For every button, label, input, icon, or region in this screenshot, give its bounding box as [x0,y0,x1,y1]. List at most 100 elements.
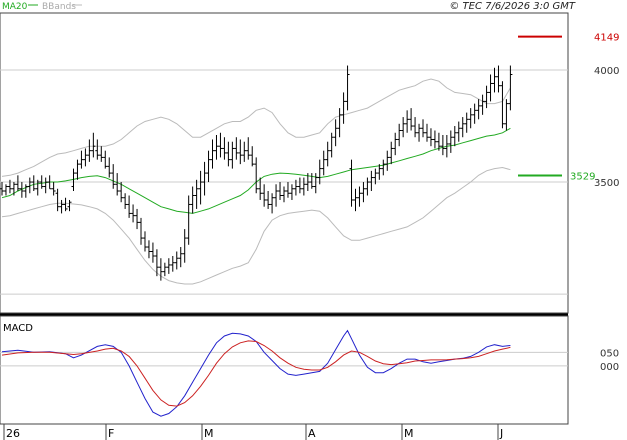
ohlc-bar [369,170,374,192]
macd-tick-label: 000 [600,362,619,373]
ohlc-bar [103,150,108,169]
ohlc-bar [186,195,191,245]
ohlc-bar [413,117,418,138]
price-tick-label: 4000 [594,66,619,77]
ohlc-bar [436,132,441,151]
ohlc-bar [424,123,429,142]
ohlc-bar [19,182,24,198]
ohlc-bar [242,141,247,162]
ohlc-bar [484,85,489,109]
ohlc-bar [297,177,302,194]
ohlc-bar [135,208,140,230]
price-tick-label: 3500 [594,178,619,189]
ohlc-bar [289,184,294,200]
ohlc-bar [333,119,338,147]
ohlc-bar [421,119,426,138]
price-y-axis: 4000 3500 [594,66,619,189]
ohlc-bar [71,168,76,192]
ohlc-bar [285,182,290,198]
ohlc-bar [417,123,422,142]
ohlc-bar [67,199,72,212]
ohlc-bar [55,188,60,212]
ohlc-bar [385,150,390,171]
ohlc-bar [448,130,453,153]
ohlc-bar [99,146,104,162]
ohlc-bar [3,184,8,196]
ohlc-bar [468,108,473,129]
ohlc-bar [270,193,275,214]
macd-line [1,329,511,417]
ohlc-bar [190,186,195,214]
ohlc-bar [409,108,414,131]
ohlc-bar [432,130,437,149]
ohlc-bar [464,112,469,133]
ohlc-bar [234,137,239,160]
ohlc-bar [154,249,159,277]
ohlc-bar [389,141,394,165]
ohlc-bar [405,110,410,133]
ohlc-bar [357,186,362,207]
ohlc-bar [194,179,199,209]
ohlc-bar [476,99,481,120]
ohlc-bar [472,103,477,124]
price-grid [0,69,568,295]
ohlc-bar [492,67,497,93]
ohlc-bar [480,94,485,115]
signal-line [1,340,511,407]
ohlc-bar [115,173,120,196]
x-tick-label: 26 [6,427,20,440]
ohlc-bar [444,134,449,158]
ohlc-bar [75,159,80,180]
ohlc-bar [182,229,187,263]
x-axis: 26 F M A M J [3,424,503,440]
ohlc-bar [127,195,132,218]
ohlc-bar [59,199,64,214]
ohlc-bar [377,164,382,180]
ohlc-bar [83,148,88,167]
ohlc-bar [7,179,12,194]
ohlc-bar [456,121,461,142]
ohlc-bar [305,173,310,192]
ohlc-bar [230,141,235,169]
x-tick-label: M [204,427,214,440]
ohlc-bar [139,217,144,245]
macd-lines [1,329,511,417]
bbands-lines [1,78,511,285]
ohlc-bar [222,137,227,160]
ohlc-bar [210,139,215,169]
ohlc-bar [166,258,171,274]
ohlc-bar [123,193,128,209]
ohlc-bar [301,177,306,196]
ohlc-bar [131,204,136,223]
ohlc-bar [337,108,342,138]
support-label: 3529 [570,172,595,183]
ohlc-bar [345,65,350,111]
ohlc-bar [500,81,505,129]
ohlc-bar [321,150,326,176]
ohlc-bar [361,182,366,203]
x-tick-label: A [308,427,316,440]
macd-tick-label: 050 [600,348,619,359]
ohlc-bar [293,179,298,196]
ohlc-bar [107,157,112,178]
ohlc-bar [329,132,334,158]
ohlc-bar [266,191,271,209]
ohlc-bar [178,247,183,268]
ohlc-bar [313,173,318,194]
ohlc-bar [452,126,457,147]
ohlc-bar [282,186,286,203]
ohlc-bar [496,65,501,93]
ohlc-bar [198,170,203,205]
resistance-label: 4149 [594,33,619,44]
ohlc-bar [27,177,32,194]
ohlc-bar [341,92,346,124]
x-tick-label: F [108,427,114,440]
ohlc-bar [250,146,255,167]
bband-line [1,166,511,285]
ohlc-bar [111,164,116,189]
ohlc-bar [218,132,223,158]
ohlc-bar [87,139,92,162]
ohlc-bar [309,173,314,189]
ohlc-bar [278,182,283,200]
